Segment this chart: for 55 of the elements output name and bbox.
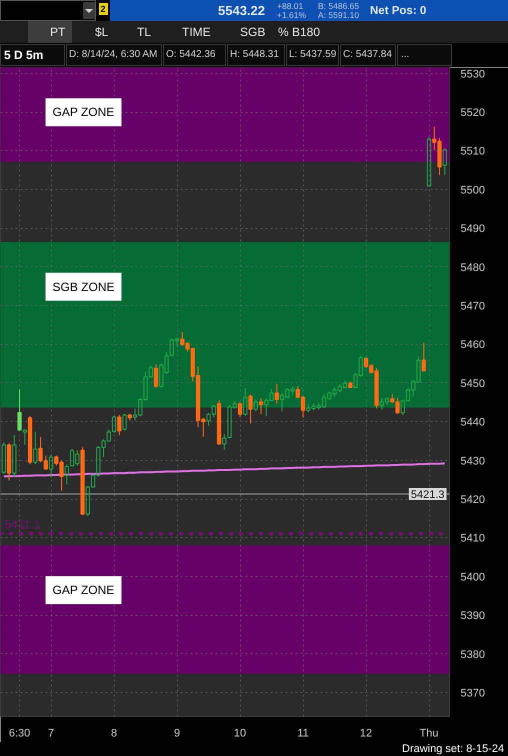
text: 2 [100, 2, 106, 17]
text: SGB [240, 25, 266, 39]
band-label: GAP ZONE [52, 105, 114, 120]
text: % B180 [278, 25, 320, 39]
text: 5543.22 [218, 3, 265, 18]
y-tick-label: 5530 [460, 68, 485, 80]
x-tick-label: 6:30 [8, 728, 30, 740]
y-tick-label: 5480 [460, 262, 485, 274]
text: +1.61% [277, 10, 306, 20]
text: H: 5448.31 [230, 49, 279, 60]
y-tick-label: 5450 [460, 378, 485, 390]
text: ... [401, 49, 410, 60]
y-tick-label: 5440 [460, 416, 485, 429]
y-tick-label: 5380 [460, 648, 485, 661]
y-tick-label: 5390 [460, 610, 485, 622]
x-tick-label: 9 [174, 728, 180, 740]
text: $L [95, 25, 108, 39]
y-tick-label: 5500 [460, 184, 485, 196]
band-label: GAP ZONE [52, 583, 114, 598]
x-tick-label: Thu [420, 728, 439, 740]
chart-title: 5 D 5m [4, 48, 44, 62]
candlestick [12, 434, 16, 478]
x-tick-label: 10 [234, 728, 246, 740]
y-tick-label: 5510 [460, 146, 485, 158]
text: O: 5442.36 [166, 49, 216, 60]
text: B: 5486.65 [318, 1, 360, 11]
line-series [2, 462, 446, 478]
y-tick-label: 5520 [460, 107, 485, 120]
text: D: 8/14/24, 6:30 AM [69, 49, 158, 60]
y-tick-label: 5470 [460, 300, 485, 313]
text: +88.01 [277, 1, 304, 11]
y-tick-label: 5460 [460, 339, 485, 352]
text: Drawing set: 8-15-24 [402, 743, 504, 755]
ref-line-label: 5421.3 [410, 488, 445, 501]
x-tick-label: 11 [297, 728, 309, 740]
text: PT [50, 25, 66, 39]
y-tick-label: 5490 [460, 223, 485, 236]
y-tick-label: 5410 [460, 532, 485, 545]
y-tick-label: 5420 [460, 494, 485, 506]
y-tick-label: 5430 [460, 455, 485, 468]
text: TL [137, 25, 152, 39]
candlestick [258, 398, 264, 415]
x-tick-label: 12 [360, 728, 372, 740]
text: Net Pos: 0 [370, 5, 426, 17]
y-tick-label: 5370 [460, 688, 485, 700]
text: L: 5437.59 [289, 49, 336, 60]
x-tick-label: 7 [48, 728, 54, 740]
text: TIME [182, 25, 211, 39]
candlestick [274, 384, 279, 404]
text: C: 5437.84 [343, 49, 392, 60]
ref-line-label: 5411.1 [4, 517, 41, 532]
y-tick-label: 5400 [460, 571, 485, 584]
x-tick-label: 8 [110, 728, 118, 740]
band-label: SGB ZONE [52, 280, 115, 294]
text: A: 5591.10 [318, 10, 360, 20]
